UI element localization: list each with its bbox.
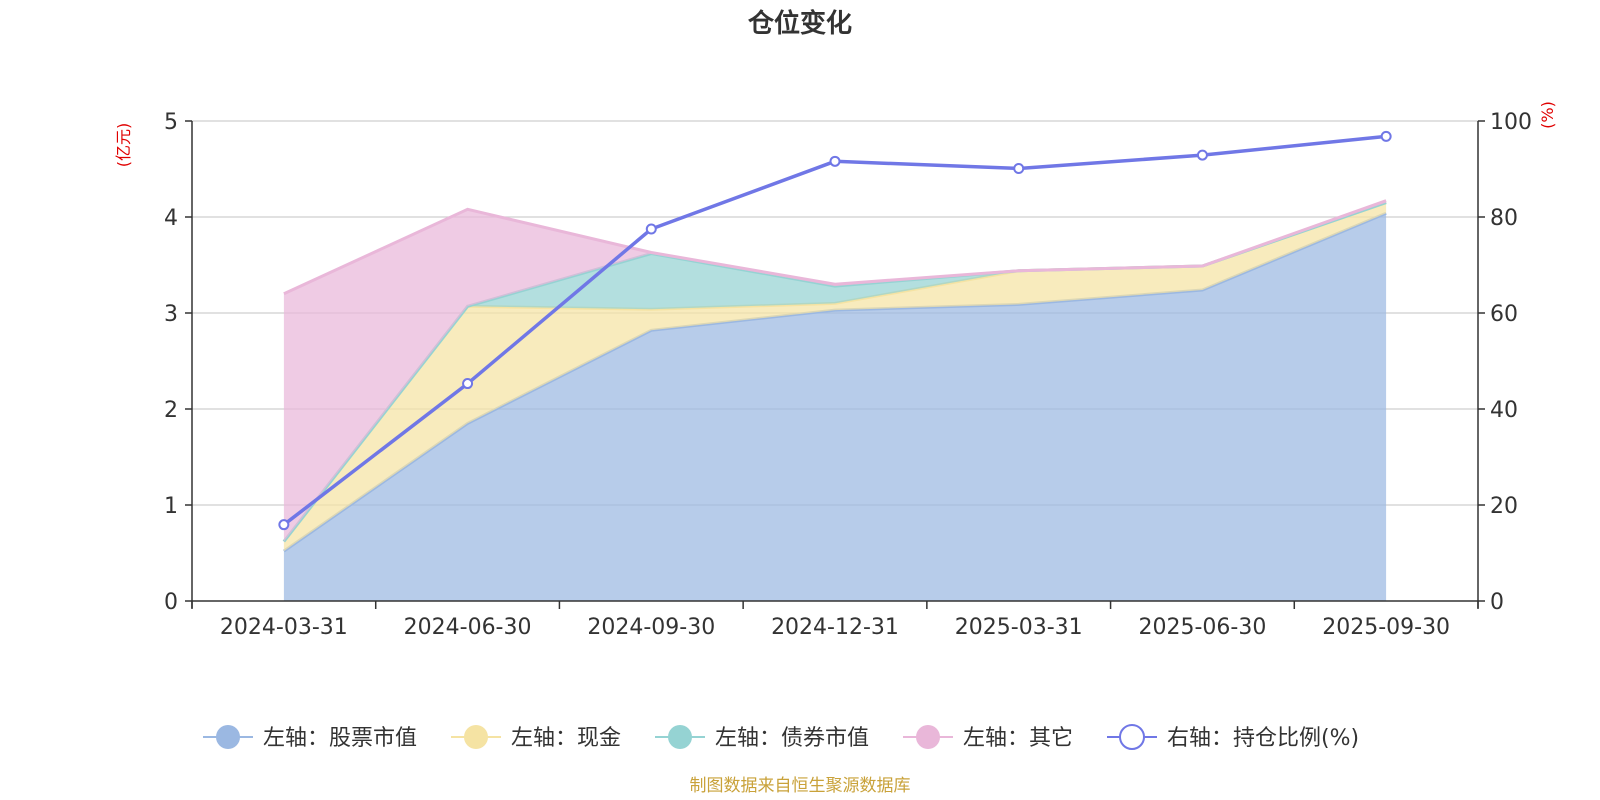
legend-item[interactable]: 左轴：其它 (903, 725, 1073, 751)
ratio-point (1013, 163, 1025, 175)
legend-item[interactable]: 左轴：债券市值 (655, 725, 869, 751)
ratio-point (278, 519, 290, 531)
legend-marker (464, 725, 488, 749)
chart-title: 仓位变化 (747, 8, 852, 39)
x-axis-label: 2025-09-30 (1322, 615, 1450, 640)
right-axis-tick-label: 80 (1490, 206, 1518, 231)
stacked-areas (282, 199, 1387, 601)
legend-marker (916, 725, 940, 749)
left-axis-tick-label: 0 (164, 590, 178, 615)
right-axis-unit: (%) (1538, 101, 1557, 129)
x-axis-label: 2025-06-30 (1138, 615, 1266, 640)
legend-marker (1119, 724, 1145, 750)
left-axis-tick-label: 4 (164, 206, 178, 231)
legend[interactable]: 左轴：股票市值 左轴：现金 左轴：债券市值 左轴：其它 右轴：持仓比例(%) (203, 724, 1359, 751)
legend-label: 左轴：债券市值 (715, 726, 869, 751)
left-axis-tick-label: 2 (164, 398, 178, 423)
right-axis-tick-label: 60 (1490, 302, 1518, 327)
left-axis-tick-label: 5 (164, 110, 178, 135)
legend-marker (216, 725, 240, 749)
left-axis-unit: (亿元) (114, 123, 133, 168)
x-axis-label: 2024-03-31 (220, 615, 348, 640)
ratio-point (462, 378, 474, 390)
x-axis-label: 2025-03-31 (955, 615, 1083, 640)
legend-item[interactable]: 左轴：现金 (451, 725, 621, 751)
legend-label: 左轴：股票市值 (263, 726, 417, 751)
ratio-line-series (278, 130, 1392, 531)
right-axis-tick-label: 40 (1490, 398, 1518, 423)
legend-label: 左轴：现金 (511, 726, 621, 751)
legend-marker (668, 725, 692, 749)
legend-label: 右轴：持仓比例(%) (1167, 726, 1359, 751)
x-axis-label: 2024-06-30 (404, 615, 532, 640)
right-axis-tick-label: 0 (1490, 590, 1504, 615)
ratio-point (1380, 130, 1392, 142)
area-edge-左轴：其它 (283, 199, 1387, 296)
ratio-point (829, 155, 841, 167)
left-axis-tick-label: 3 (164, 302, 178, 327)
legend-item[interactable]: 左轴：股票市值 (203, 725, 417, 751)
x-axis-label: 2024-12-31 (771, 615, 899, 640)
ratio-point (645, 223, 657, 235)
x-axis-label: 2024-09-30 (587, 615, 715, 640)
legend-item[interactable]: 右轴：持仓比例(%) (1107, 724, 1359, 751)
axes: 0 1 2 3 4 5 0 20 40 60 80 100 2024-03-31 2024-06-30 20… (164, 110, 1532, 640)
area-左轴：股票市值 (283, 213, 1387, 601)
left-axis-tick-label: 1 (164, 494, 178, 519)
ratio-point (1196, 149, 1208, 161)
right-axis-tick-label: 100 (1490, 110, 1532, 135)
legend-label: 左轴：其它 (963, 726, 1073, 751)
data-source-note: 制图数据来自恒生聚源数据库 (690, 776, 911, 796)
right-axis-tick-label: 20 (1490, 494, 1518, 519)
area-左轴：债券市值 (283, 202, 1387, 542)
area-左轴：现金 (283, 202, 1387, 552)
